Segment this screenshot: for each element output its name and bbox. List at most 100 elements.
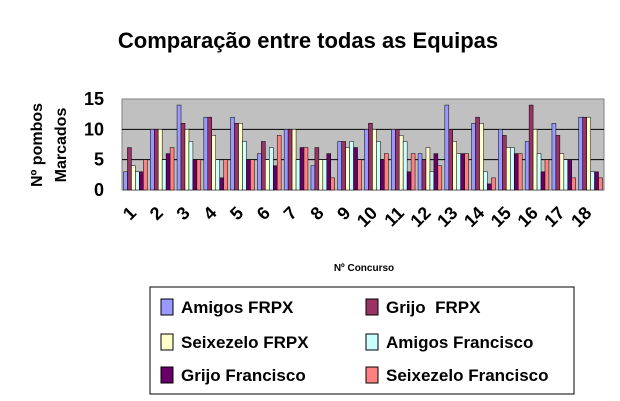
bar [283, 129, 289, 191]
bar [230, 116, 235, 191]
bar [234, 123, 239, 191]
bar [372, 129, 377, 191]
bar [594, 171, 599, 191]
bar [165, 153, 171, 191]
bar [188, 141, 194, 191]
bar [483, 171, 488, 191]
bar [257, 153, 262, 191]
bar [524, 141, 530, 191]
bar [498, 129, 503, 191]
bar [582, 116, 587, 191]
bar [353, 147, 358, 191]
plot-area [121, 98, 605, 191]
bar [123, 171, 128, 191]
bar [475, 116, 480, 191]
bar [291, 129, 297, 191]
bar [559, 153, 565, 191]
legend-label: Grijo Francisco [181, 366, 306, 385]
legend-swatch [365, 366, 379, 384]
bar [456, 153, 461, 191]
legend-swatch [160, 298, 174, 316]
bar [417, 153, 423, 191]
bar [203, 116, 209, 191]
bar [143, 159, 148, 191]
bar [135, 171, 140, 191]
bar [444, 104, 450, 191]
x-tick-label: 1 [119, 203, 140, 224]
bar [586, 116, 591, 191]
x-tick-label: 16 [514, 203, 542, 231]
bar [425, 147, 431, 191]
bar [196, 159, 202, 191]
bar [513, 153, 519, 191]
bar [479, 123, 484, 191]
bar [448, 129, 454, 191]
x-tick-label: 13 [433, 203, 461, 231]
y-tick-label: 10 [84, 119, 104, 139]
y-tick-label: 0 [94, 180, 104, 200]
bar [184, 129, 190, 191]
bar [464, 153, 469, 191]
bar [223, 159, 228, 191]
x-tick-label: 8 [306, 203, 327, 224]
y-tick-label: 15 [84, 89, 104, 109]
bar [295, 159, 301, 191]
bar [310, 165, 316, 191]
x-axis-label: Nº Concurso [334, 263, 394, 274]
bar [598, 177, 603, 191]
legend-swatch [365, 298, 379, 316]
bar [563, 159, 569, 191]
x-tick-label: 4 [199, 203, 220, 224]
legend-swatch [160, 333, 174, 351]
bar [536, 153, 542, 191]
bar [421, 159, 427, 191]
legend-label: Amigos Francisco [386, 333, 533, 352]
legend-label: Seixezelo FRPX [181, 333, 309, 352]
chart-title: Comparação entre todas as Equipas [118, 28, 498, 53]
bar [287, 129, 293, 191]
bar [131, 165, 136, 191]
bar [391, 129, 396, 191]
bar [532, 129, 538, 191]
bar [318, 159, 324, 191]
bar [326, 153, 332, 191]
bar [139, 171, 144, 191]
bar [528, 104, 534, 191]
bar [246, 159, 251, 191]
legend-label: Seixezelo Francisco [386, 366, 549, 385]
bar [161, 159, 167, 191]
bar [471, 123, 476, 191]
bar [322, 159, 328, 191]
bar [330, 177, 335, 191]
bar [376, 141, 381, 191]
y-axis-label-line-2: Marcados [53, 108, 70, 183]
bar [437, 165, 443, 191]
y-ticks: 0 5 10 15 [84, 89, 104, 200]
legend-items: Amigos FRPX Grijo FRPX Seixezelo FRPX Amigo… [160, 298, 549, 385]
legend [149, 286, 575, 395]
bar [345, 147, 350, 191]
bar [364, 129, 369, 191]
y-axis-label: Nº pombos Marcados [29, 103, 70, 187]
bar [452, 141, 457, 191]
bar [299, 147, 305, 191]
bar [506, 147, 511, 191]
bar [314, 147, 320, 191]
bar [394, 129, 400, 191]
x-tick-label: 18 [567, 203, 595, 231]
legend-swatch [365, 333, 379, 351]
x-tick-label: 17 [540, 203, 568, 231]
y-tick-label: 5 [94, 150, 104, 170]
legend-swatch [160, 366, 174, 384]
bar [590, 171, 595, 191]
x-tick-label: 15 [487, 203, 515, 231]
bar [207, 116, 213, 191]
bar [571, 177, 576, 191]
bar [487, 183, 492, 191]
x-tick-label: 11 [380, 203, 408, 231]
bar [368, 123, 373, 191]
bar [276, 135, 282, 191]
bar [510, 147, 515, 191]
